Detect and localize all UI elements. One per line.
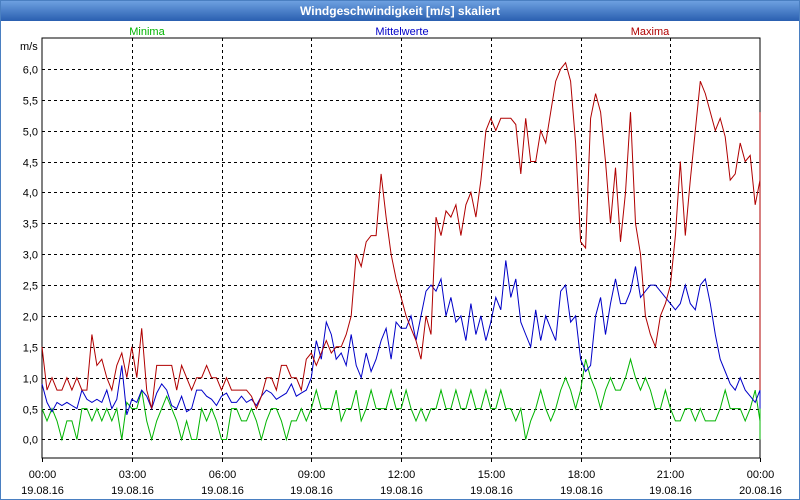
x-tick-date: 19.08.16 — [470, 485, 513, 497]
legend-mittelwerte: Mittelwerte — [375, 26, 428, 38]
series-line-maxima — [41, 61, 761, 410]
y-tick-label: 2,5 — [23, 281, 38, 293]
x-tick-date: 19.08.16 — [649, 485, 692, 497]
y-tick-label: 0,0 — [23, 435, 38, 447]
series-line-minima — [41, 357, 761, 442]
y-tick-label: 1,0 — [23, 374, 38, 386]
x-tick-time: 12:00 — [388, 469, 416, 481]
x-tick-date: 19.08.16 — [201, 485, 244, 497]
series-group — [41, 61, 761, 442]
grid — [42, 38, 760, 458]
x-tick-date: 19.08.16 — [380, 485, 423, 497]
y-axis-label: m/s — [20, 41, 38, 53]
x-tick-date: 19.08.16 — [111, 485, 154, 497]
x-tick-date: 19.08.16 — [21, 485, 64, 497]
window-title: Windgeschwindigkeit [m/s] skaliert — [1, 1, 799, 21]
axes: 0,0 0,5 1,0 1,5 2,0 2,5 3,0 3,5 4,0 4,5 5,0 5,5 6,0 m… — [20, 37, 782, 497]
x-tick-time: 21:00 — [657, 469, 685, 481]
legend-maxima: Maxima — [631, 26, 670, 38]
y-tick-label: 1,5 — [23, 343, 38, 355]
y-tick-label: 5,5 — [23, 96, 38, 108]
x-tick-time: 06:00 — [209, 469, 237, 481]
y-tick-label: 6,0 — [23, 65, 38, 77]
x-tick-time: 03:00 — [119, 469, 147, 481]
y-tick-label: 3,5 — [23, 219, 38, 231]
y-tick-label: 0,5 — [23, 405, 38, 417]
x-tick-time: 00:00 — [29, 469, 57, 481]
x-tick-date: 19.08.16 — [560, 485, 603, 497]
y-tick-label: 4,0 — [23, 188, 38, 200]
y-tick-label: 3,0 — [23, 250, 38, 262]
x-tick-time: 18:00 — [568, 469, 596, 481]
legend: Minima Mittelwerte Maxima — [129, 26, 670, 38]
x-tick-time: 00:00 — [747, 469, 775, 481]
legend-minima: Minima — [129, 26, 165, 38]
x-tick-date: 19.08.16 — [290, 485, 333, 497]
series-line-mittelwerte — [41, 260, 761, 415]
y-tick-label: 4,5 — [23, 158, 38, 170]
y-tick-label: 2,0 — [23, 312, 38, 324]
x-tick-date: 20.08.16 — [739, 485, 782, 497]
x-tick-time: 09:00 — [298, 469, 326, 481]
y-tick-label: 5,0 — [23, 127, 38, 139]
x-tick-time: 15:00 — [478, 469, 506, 481]
